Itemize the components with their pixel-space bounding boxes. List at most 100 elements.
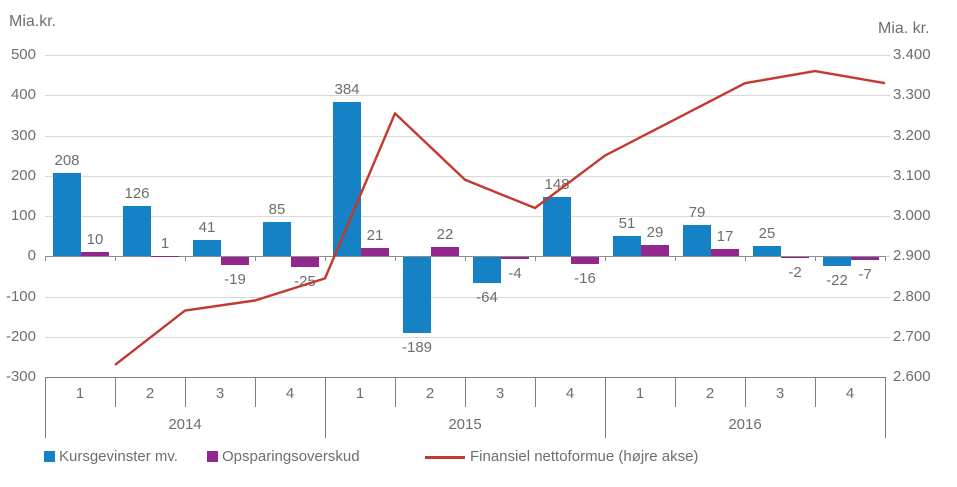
left-axis-tick-label: 400 xyxy=(10,86,36,104)
bar-label-kursgevinster-mv: 384 xyxy=(334,80,360,98)
quarter-label: 1 xyxy=(75,385,85,402)
bar-label-opsparingsoverskud: 10 xyxy=(86,231,104,249)
legend-label-finansiel-nettoformue: Finansiel nettoformue (højre akse) xyxy=(470,448,699,465)
legend-swatch-opsparingsoverskud xyxy=(207,451,218,462)
left-axis-tick-label: 0 xyxy=(27,247,36,265)
quarter-label: 2 xyxy=(145,385,155,402)
right-axis-tick-label: 3.100 xyxy=(893,166,931,184)
right-axis-tick-label: 3.300 xyxy=(893,86,931,104)
bar-label-opsparingsoverskud: -19 xyxy=(224,270,246,288)
quarter-label: 2 xyxy=(425,385,435,402)
bar-label-kursgevinster-mv: -64 xyxy=(476,289,498,306)
right-axis-tick-label: 2.900 xyxy=(893,247,931,265)
quarter-label: 2 xyxy=(705,385,715,402)
quarter-separator xyxy=(255,377,256,407)
year-separator xyxy=(885,377,886,438)
bar-label-opsparingsoverskud: -2 xyxy=(788,264,802,282)
zero-axis-tick xyxy=(395,256,396,261)
left-axis-tick-label: 500 xyxy=(10,46,36,63)
bar-kursgevinster-mv xyxy=(403,257,431,334)
bar-label-kursgevinster-mv: -189 xyxy=(401,339,433,357)
zero-axis-tick xyxy=(745,256,746,261)
bar-label-opsparingsoverskud: -16 xyxy=(574,269,596,287)
bar-opsparingsoverskud xyxy=(221,257,249,265)
left-axis-tick-label: 200 xyxy=(10,166,36,184)
zero-axis-tick xyxy=(325,256,326,261)
quarter-label: 4 xyxy=(565,385,575,402)
year-label: 2015 xyxy=(448,416,482,433)
bar-kursgevinster-mv xyxy=(753,246,781,257)
year-label: 2016 xyxy=(728,416,762,433)
gridline xyxy=(45,175,890,177)
right-axis-tick-label: 3.400 xyxy=(893,46,931,63)
quarter-separator xyxy=(815,377,816,407)
bar-kursgevinster-mv xyxy=(53,172,81,257)
year-separator xyxy=(325,377,326,438)
left-axis-tick-label: 300 xyxy=(10,126,36,144)
bar-opsparingsoverskud xyxy=(641,244,669,257)
bar-opsparingsoverskud xyxy=(501,257,529,259)
quarter-separator xyxy=(115,377,116,407)
left-axis-title: Mia.kr. xyxy=(9,13,57,30)
left-axis-tick-label: -200 xyxy=(5,327,36,345)
zero-axis-tick xyxy=(675,256,676,261)
year-separator xyxy=(45,377,46,438)
zero-axis-tick xyxy=(885,256,886,261)
bar-kursgevinster-mv xyxy=(193,239,221,257)
legend-label-kursgevinster-mv: Kursgevinster mv. xyxy=(59,448,178,465)
left-axis-tick-label: -300 xyxy=(5,368,36,385)
gridline xyxy=(45,216,890,217)
gridline xyxy=(45,55,890,56)
bar-label-opsparingsoverskud: 1 xyxy=(160,234,170,252)
legend-swatch-kursgevinster-mv xyxy=(44,451,55,462)
bar-label-opsparingsoverskud: 22 xyxy=(436,226,454,244)
gridline xyxy=(45,336,890,338)
year-separator xyxy=(605,377,606,438)
bar-opsparingsoverskud xyxy=(291,257,319,268)
bar-label-opsparingsoverskud: -25 xyxy=(294,273,316,291)
bar-label-opsparingsoverskud: -4 xyxy=(508,264,522,282)
bar-label-opsparingsoverskud: -7 xyxy=(858,266,872,284)
quarter-separator xyxy=(185,377,186,407)
zero-axis-tick xyxy=(535,256,536,261)
legend-label-opsparingsoverskud: Opsparingsoverskud xyxy=(222,448,360,465)
quarter-label: 3 xyxy=(215,385,225,402)
left-axis-tick-label: -100 xyxy=(5,287,36,305)
right-axis-tick-label: 2.700 xyxy=(893,327,931,345)
right-axis-tick-label: 3.000 xyxy=(893,207,931,224)
bar-label-opsparingsoverskud: 21 xyxy=(366,226,384,244)
bar-opsparingsoverskud xyxy=(781,257,809,259)
year-label: 2014 xyxy=(168,416,202,433)
right-axis-title: Mia. kr. xyxy=(878,20,930,37)
quarter-label: 3 xyxy=(495,385,505,402)
bar-label-kursgevinster-mv: 148 xyxy=(544,175,570,193)
bar-opsparingsoverskud xyxy=(361,247,389,257)
zero-axis-tick xyxy=(605,256,606,261)
quarter-separator xyxy=(675,377,676,407)
bar-opsparingsoverskud xyxy=(571,257,599,264)
bar-label-kursgevinster-mv: 85 xyxy=(268,201,286,218)
bar-kursgevinster-mv xyxy=(823,257,851,267)
zero-axis-tick xyxy=(815,256,816,261)
right-axis-tick-label: 3.200 xyxy=(893,126,931,144)
zero-axis-tick xyxy=(465,256,466,261)
legend-swatch-finansiel-nettoformue xyxy=(425,456,465,459)
gridline xyxy=(45,135,890,137)
quarter-label: 3 xyxy=(775,385,785,402)
bar-label-kursgevinster-mv: 79 xyxy=(688,203,706,221)
gridline xyxy=(45,95,890,97)
quarter-label: 1 xyxy=(635,385,645,402)
bar-opsparingsoverskud xyxy=(431,247,459,257)
bar-label-opsparingsoverskud: 29 xyxy=(646,223,664,241)
quarter-label: 1 xyxy=(355,385,365,402)
right-axis-tick-label: 2.800 xyxy=(893,287,931,305)
zero-axis-tick xyxy=(45,256,46,261)
bar-opsparingsoverskud xyxy=(851,257,879,261)
zero-axis-tick xyxy=(115,256,116,261)
legend: Kursgevinster mv. Opsparingsoverskud Finan… xyxy=(0,444,957,474)
bar-opsparingsoverskud xyxy=(81,252,109,257)
bar-label-kursgevinster-mv: 208 xyxy=(54,151,80,169)
zero-axis-tick xyxy=(185,256,186,261)
